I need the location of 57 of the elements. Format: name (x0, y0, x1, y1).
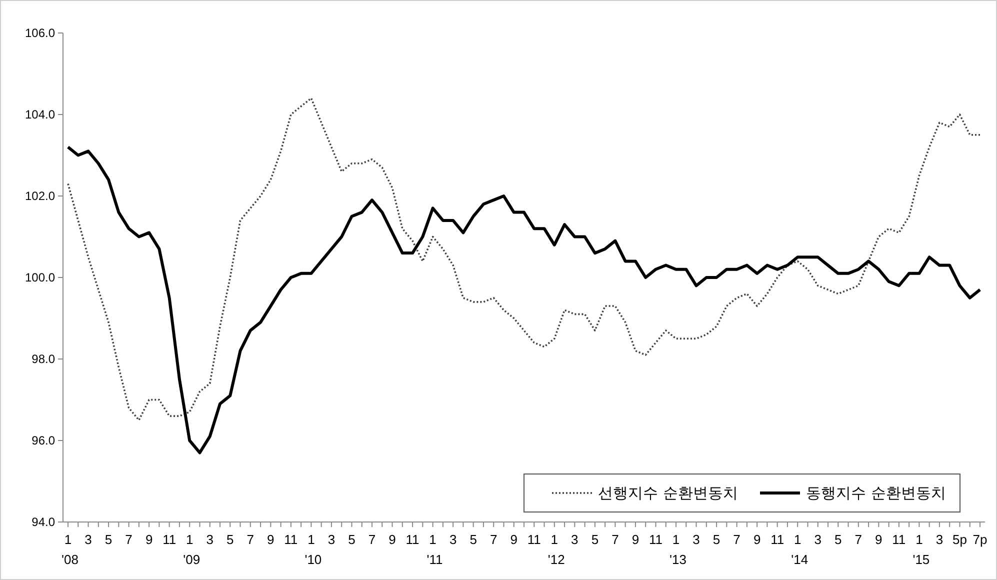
x-tick-label: 9 (510, 532, 518, 547)
x-tick-label: 1 '14 (791, 532, 808, 567)
y-tick-label: 98.0 (32, 352, 56, 366)
x-tick-label: 3 (571, 532, 578, 547)
y-tick-label: 104.0 (24, 108, 56, 122)
x-tick-label: 5 (104, 532, 112, 547)
y-tick-label: 106.0 (24, 26, 56, 40)
x-tick-label: 7 (854, 532, 862, 547)
x-tick-label: 1 '11 (426, 532, 443, 567)
x-tick-label: 5 (712, 532, 720, 547)
line-series (66, 146, 982, 454)
x-tick-label: 9 (875, 532, 882, 547)
x-tick-label: 1 '15 (912, 532, 930, 567)
x-tick-label: 1 '08 (62, 532, 78, 567)
x-tick-label: 3 (814, 532, 822, 547)
y-tick-label: 102.0 (24, 189, 56, 203)
x-tick-label: 3 (206, 532, 214, 547)
x-tick-label: 1 '13 (670, 532, 686, 567)
legend-label: 선행지수 순환변동치 (598, 484, 738, 502)
x-tick-label: 1 '12 (548, 532, 565, 567)
x-tick-label: 3 (328, 532, 336, 547)
x-tick-label: 11 (648, 532, 662, 547)
x-tick-label: 7 (490, 532, 498, 547)
x-tick-label: 11 (162, 532, 176, 547)
x-tick-label: 5 (834, 532, 842, 547)
x-tick-label: 9 (145, 532, 153, 547)
x-tick-label: 9 (632, 532, 640, 547)
x-tick-label: 9 (388, 532, 396, 547)
x-tick-label: 11 (406, 532, 420, 547)
x-tick-label: 7 (125, 532, 132, 547)
x-tick-label: 5 (470, 532, 477, 547)
x-tick-label: 3 (936, 532, 944, 547)
x-tick-label: 5p (952, 532, 967, 547)
y-tick-label: 100.0 (24, 270, 56, 284)
x-tick-label: 1 '10 (304, 532, 322, 567)
legend-label: 동행지수 순환변동치 (806, 484, 946, 502)
x-tick-label: 3 (84, 532, 92, 547)
x-tick-label: 11 (284, 532, 298, 547)
x-tick-label: 9 (267, 532, 274, 547)
y-tick-label: 96.0 (32, 434, 56, 448)
x-tick-label: 7 (612, 532, 619, 547)
x-tick-label: 7 (368, 532, 376, 547)
x-tick-label: 5 (591, 532, 599, 547)
line-series (67, 97, 981, 422)
x-tick-label: 5 (348, 532, 356, 547)
x-tick-label: 11 (892, 532, 906, 547)
y-tick-label: 94.0 (32, 515, 56, 529)
x-tick-label: 11 (770, 532, 784, 547)
x-tick-label: 7 (733, 532, 740, 547)
x-tick-label: 1 '09 (183, 532, 200, 567)
x-tick-label: 9 (753, 532, 761, 547)
x-tick-label: 11 (527, 532, 541, 547)
x-tick-label: 3 (449, 532, 457, 547)
x-tick-label: 7 (246, 532, 254, 547)
x-tick-label: 7p (972, 532, 988, 547)
x-tick-label: 3 (692, 532, 700, 547)
x-tick-label: 5 (226, 532, 234, 547)
